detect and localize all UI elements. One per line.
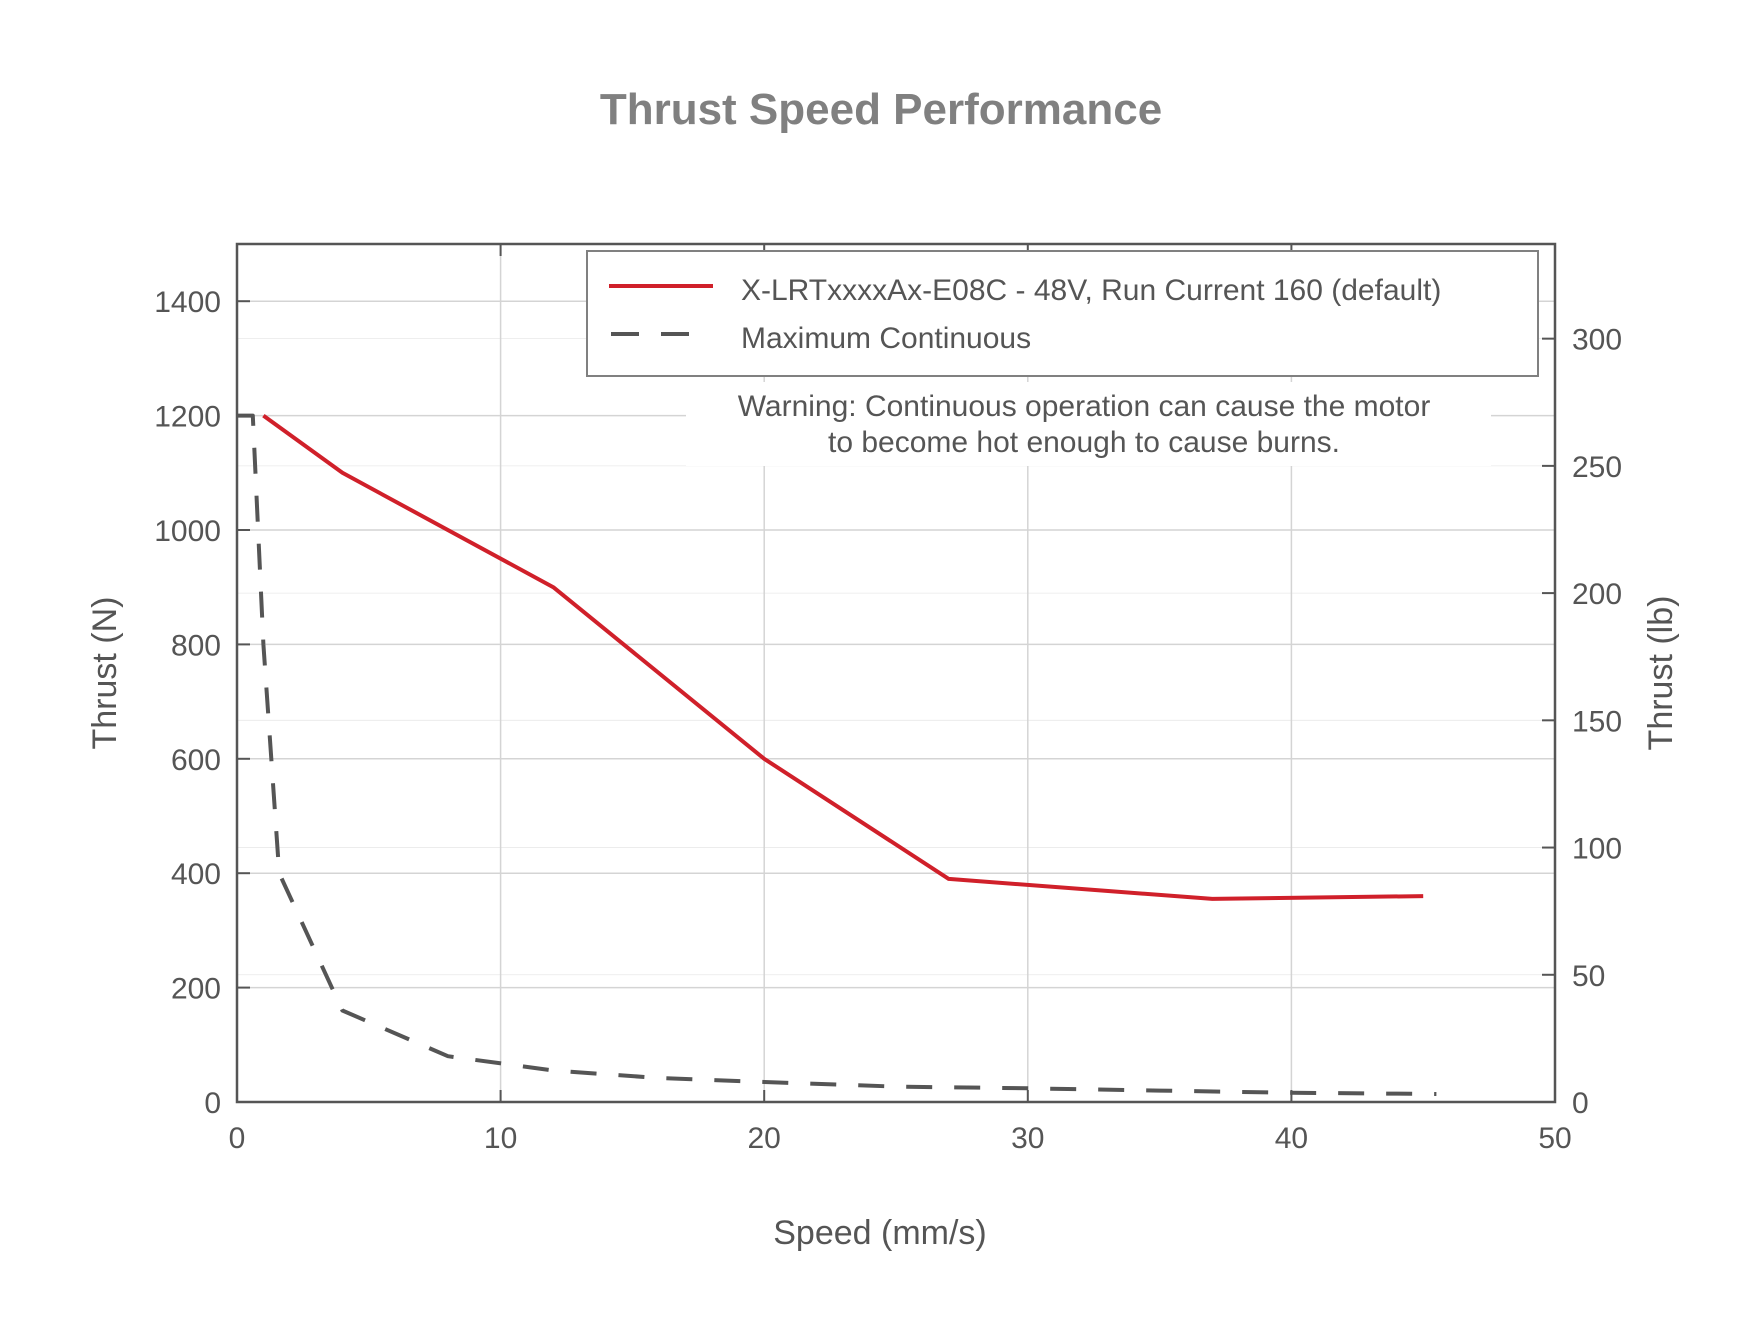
warning-annotation: Warning: Continuous operation can cause … <box>686 382 1491 466</box>
y-tick-label-right: 250 <box>1572 451 1622 484</box>
series-line-run-current <box>262 413 1424 901</box>
x-tick-label: 30 <box>1011 1122 1044 1155</box>
y-tick-label-right: 0 <box>1572 1087 1589 1120</box>
y-tick-label-left: 800 <box>171 629 221 662</box>
y-tick-label-right: 150 <box>1572 705 1622 738</box>
legend: X-LRTxxxxAx-E08C - 48V, Run Current 160 … <box>586 250 1539 377</box>
x-axis-label: Speed (mm/s) <box>773 1214 987 1252</box>
y-tick-label-right: 300 <box>1572 324 1622 357</box>
x-tick-label: 0 <box>229 1122 246 1155</box>
series-line-max-continuous <box>237 413 1437 1096</box>
y-tick-label-left: 200 <box>171 973 221 1006</box>
legend-box <box>586 250 1539 377</box>
y-axis-label-left: Thrust (N) <box>86 597 124 750</box>
axes <box>235 242 1557 1104</box>
legend-label-series-1: X-LRTxxxxAx-E08C - 48V, Run Current 160 … <box>741 274 1441 307</box>
tick-labels: 0 10 20 30 40 5002004006008001000120014000501… <box>154 286 1622 1155</box>
x-tick-label: 10 <box>484 1122 517 1155</box>
y-tick-label-left: 600 <box>171 744 221 777</box>
warning-background <box>686 382 1491 466</box>
y-tick-label-right: 50 <box>1572 960 1605 993</box>
y-tick-label-left: 0 <box>204 1087 221 1120</box>
legend-label-series-2: Maximum Continuous <box>741 322 1031 355</box>
data-series <box>237 413 1437 1096</box>
y-tick-label-left: 1400 <box>154 286 221 319</box>
y-tick-label-left: 1000 <box>154 515 221 548</box>
y-tick-label-right: 100 <box>1572 833 1622 866</box>
y-tick-label-left: 400 <box>171 858 221 891</box>
warning-line-1: Warning: Continuous operation can cause … <box>738 390 1431 423</box>
x-tick-label: 50 <box>1538 1122 1571 1155</box>
y-tick-label-left: 1200 <box>154 401 221 434</box>
grid-lines <box>237 244 1555 1102</box>
x-tick-label: 20 <box>748 1122 781 1155</box>
y-axis-label-right: Thrust (lb) <box>1642 596 1680 751</box>
chart-title: Thrust Speed Performance <box>600 85 1162 134</box>
warning-line-2: to become hot enough to cause burns. <box>828 426 1340 459</box>
y-tick-label-right: 200 <box>1572 578 1622 611</box>
x-tick-label: 40 <box>1275 1122 1308 1155</box>
plot-frame <box>235 242 1557 1104</box>
